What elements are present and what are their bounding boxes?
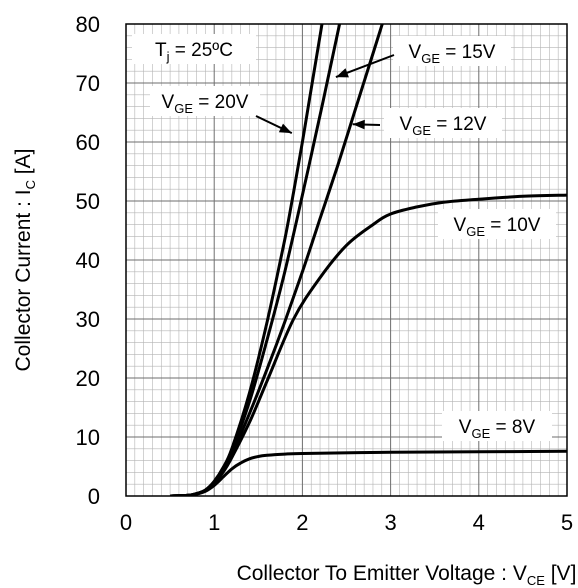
label-vge-15v-value: = 15V — [440, 42, 496, 63]
y-tick-label: 40 — [76, 248, 100, 273]
label-vge-20v: VGE = 20V — [162, 92, 249, 116]
arrow-vge-15v-head — [335, 68, 349, 78]
x-tick-label: 3 — [384, 510, 396, 535]
label-vge-12v: VGE = 12V — [400, 114, 487, 138]
condition-label-sub: j — [166, 49, 170, 64]
label-vge-20v-v: V — [162, 92, 175, 113]
label-vge-20v-value: = 20V — [193, 92, 249, 113]
label-vge-12v-v: V — [400, 114, 413, 135]
label-vge-15v-sub: GE — [421, 51, 440, 66]
y-tick-label: 80 — [76, 12, 100, 37]
x-tick-label: 2 — [296, 510, 308, 535]
x-axis-title-main: Collector To Emitter Voltage : V — [237, 562, 527, 585]
label-vge-12v-bg — [384, 108, 502, 138]
y-tick-label: 10 — [76, 425, 100, 450]
y-tick-label: 50 — [76, 189, 100, 214]
label-vge-15v-bg — [393, 36, 511, 66]
y-tick-label: 0 — [88, 484, 100, 509]
label-vge-10v-value: = 10V — [485, 215, 541, 236]
condition-label-value: = 25ºC — [170, 40, 233, 61]
condition-label: Tj = 25ºC — [155, 40, 233, 64]
x-tick-label: 1 — [208, 510, 220, 535]
y-tick-label: 70 — [76, 71, 100, 96]
y-tick-label: 20 — [76, 366, 100, 391]
label-vge-10v-v: V — [454, 215, 467, 236]
y-tick-label: 30 — [76, 307, 100, 332]
condition-label-bg — [132, 34, 256, 64]
y-axis-title: Collector Current : IC [A] — [12, 149, 38, 372]
y-axis-title-unit: [A] — [12, 149, 35, 181]
label-vge-8v-sub: GE — [471, 426, 490, 441]
label-vge-20v-sub: GE — [174, 101, 193, 116]
label-vge-15v-v: V — [409, 42, 422, 63]
label-vge-10v: VGE = 10V — [454, 215, 541, 239]
label-vge-8v-v: V — [459, 417, 472, 438]
label-vge-8v: VGE = 8V — [459, 417, 536, 441]
series-line-4 — [170, 24, 324, 496]
label-vge-8v-value: = 8V — [490, 417, 535, 438]
label-vge-15v: VGE = 15V — [409, 42, 496, 66]
label-vge-20v-bg — [150, 86, 260, 116]
y-axis-title-main: Collector Current : I — [12, 189, 35, 371]
arrow-vge-20v-head — [278, 123, 292, 134]
condition-label-t: T — [155, 40, 167, 61]
label-vge-8v-bg — [442, 411, 552, 441]
x-axis-title: Collector To Emitter Voltage : VCE [V] — [237, 562, 577, 588]
x-axis-title-unit: [V] — [545, 562, 577, 585]
x-tick-label: 5 — [561, 510, 573, 535]
label-vge-10v-bg — [438, 209, 556, 239]
x-tick-label: 0 — [120, 510, 132, 535]
label-vge-12v-sub: GE — [412, 123, 431, 138]
x-axis-title-subscript: CE — [527, 573, 545, 588]
x-tick-label: 4 — [473, 510, 485, 535]
label-vge-10v-sub: GE — [466, 224, 485, 239]
y-tick-label: 60 — [76, 130, 100, 155]
y-axis-title-subscript: C — [23, 180, 38, 189]
plot-frame — [125, 23, 568, 497]
series-lines — [170, 24, 567, 496]
arrow-vge-12v-head — [352, 119, 365, 130]
label-vge-12v-value: = 12V — [431, 114, 487, 135]
